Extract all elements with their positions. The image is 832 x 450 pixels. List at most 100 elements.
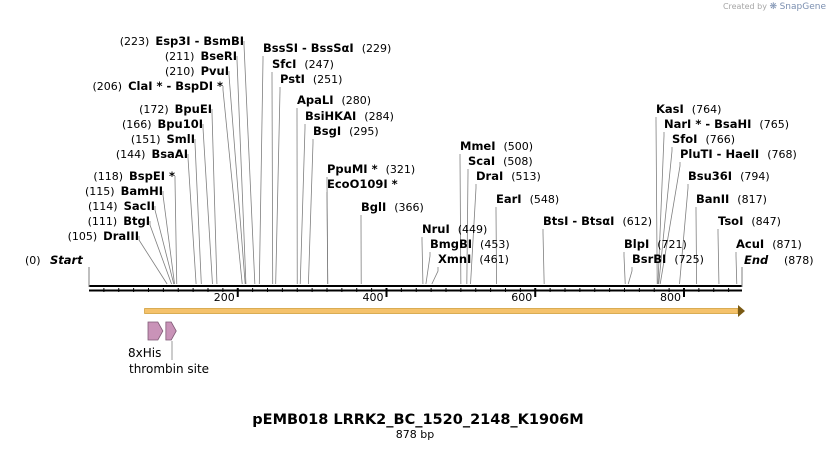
site-position-bseri: (211) — [165, 50, 195, 63]
site-name-bspei: BspEI * — [129, 169, 175, 183]
site-position-bsaai: (144) — [116, 148, 146, 161]
site-name-xmni: XmnI — [438, 252, 471, 266]
leader-line-sacii — [154, 206, 175, 285]
orf-bar — [144, 308, 739, 314]
tick-label-200: 200 — [214, 291, 235, 304]
site-name-eari: EarI — [496, 192, 522, 206]
leader-line-bpuei — [211, 109, 218, 285]
leader-line-btsi-bts-i — [542, 229, 545, 285]
site-name-acui: AcuI — [736, 237, 764, 251]
site-name-draiii: DraIII — [103, 229, 139, 243]
site-position-acui: (871) — [772, 238, 802, 251]
site-position-pluti-haeii: (768) — [767, 148, 797, 161]
site-name-mmei: MmeI — [460, 139, 496, 153]
site-name-tsoi: TsoI — [718, 214, 743, 228]
leader-line-bsaai — [187, 154, 197, 285]
site-position-psti: (251) — [313, 73, 343, 86]
leader-line-bsihkai — [299, 124, 306, 285]
site-position-blpi: (721) — [657, 238, 687, 251]
leader-line-bsrbi — [627, 267, 633, 285]
site-position-bpu10i: (166) — [122, 118, 152, 131]
site-position-kasi: (764) — [692, 103, 722, 116]
leader-line-tsoi — [717, 229, 720, 285]
site-name-sfci: SfcI — [272, 57, 296, 71]
start-position: (0) — [25, 254, 41, 267]
site-name-bsu36i: Bsu36I — [688, 169, 732, 183]
site-name-nari-bsahi: NarI * - BsaHI — [664, 117, 751, 131]
leader-line-bseri — [236, 56, 247, 285]
site-position-bspei: (118) — [93, 170, 123, 183]
leader-line-bamhi — [162, 191, 175, 285]
restriction-site-labels: DraIII (105) BtgI (111) SacII (114)BamHI (115)… — [68, 34, 802, 266]
feature-track — [147, 321, 177, 360]
leader-line-drai — [470, 184, 477, 285]
leader-line-psti — [275, 87, 281, 285]
leader-line-smli — [194, 139, 202, 285]
site-name-sacii: SacII — [124, 199, 155, 213]
site-name-apali: ApaLI — [297, 93, 334, 107]
plasmid-length: 878 bp — [396, 428, 434, 441]
site-position-pvui: (210) — [165, 65, 195, 78]
site-name-pvui: PvuI — [201, 64, 229, 78]
end-position: (878) — [784, 254, 814, 267]
site-name-nrui: NruI — [422, 222, 450, 236]
site-name-bseri: BseRI — [200, 49, 237, 63]
site-name-bsihkai: BsiHKAI — [305, 109, 356, 123]
site-position-btgi: (111) — [88, 215, 118, 228]
site-name-smli: SmlI — [167, 132, 196, 146]
leader-line-clai-bspdi — [222, 86, 243, 285]
site-position-banii: (817) — [737, 193, 767, 206]
site-name-bsssi-bsss-i: BssSI - BssSαI — [263, 41, 354, 55]
site-name-bpuei: BpuEI — [175, 102, 212, 116]
site-position-apali: (280) — [342, 94, 372, 107]
site-position-bsu36i: (794) — [740, 170, 770, 183]
site-position-bpuei: (172) — [139, 103, 169, 116]
site-name-bamhi: BamHI — [121, 184, 163, 198]
leader-line-sfoi — [658, 147, 673, 285]
leader-line-bsgi — [308, 139, 314, 285]
start-label: Start — [50, 253, 83, 267]
site-name-drai: DraI — [476, 169, 503, 183]
site-position-btsi-bts-i: (612) — [622, 215, 652, 228]
site-name-bsaai: BsaAI — [151, 147, 188, 161]
site-position-clai-bspdi: (206) — [93, 80, 123, 93]
site-position-nrui: (449) — [458, 223, 488, 236]
site-name-esp3i-bsmbi: Esp3I - BsmBI — [155, 34, 244, 48]
site-position-tsoi: (847) — [751, 215, 781, 228]
orf-arrow — [144, 305, 745, 317]
leader-line-eari — [495, 207, 497, 285]
leader-line-mmei — [459, 154, 462, 285]
leader-line-bmgbi — [425, 252, 431, 285]
site-position-drai: (513) — [511, 170, 541, 183]
credit-prefix: Created by — [722, 2, 767, 11]
site-position-bmgbi: (453) — [480, 238, 510, 251]
leader-line-bsu36i — [679, 184, 689, 285]
plasmid-title: pEMB018 LRRK2_BC_1520_2148_K1906M — [252, 412, 583, 428]
leader-line-banii — [695, 207, 698, 285]
scale-ticks: 200 400 600 800 — [103, 288, 730, 304]
site-position-ppumi: (321) — [386, 163, 416, 176]
site-position-sacii: (114) — [88, 200, 118, 213]
leader-line-nrui — [421, 237, 424, 285]
feature-label-8xhis: 8xHis — [128, 346, 161, 360]
leader-line-btgi — [149, 221, 172, 285]
end-label: End — [744, 253, 769, 267]
site-position-bsssi-bsss-i: (229) — [362, 42, 392, 55]
site-name-banii: BanII — [696, 192, 729, 206]
snapgene-credit: Created by ❋ SnapGene — [723, 2, 826, 12]
leader-line-acui — [735, 252, 738, 285]
site-position-esp3i-bsmbi: (223) — [120, 35, 150, 48]
leader-line-bsssi-bsss-i — [258, 56, 264, 285]
site-name-scai: ScaI — [468, 154, 495, 168]
site-position-sfci: (247) — [304, 58, 334, 71]
site-name-btgi: BtgI — [123, 214, 150, 228]
site-leader-lines — [138, 41, 738, 285]
leader-line-draiii — [138, 236, 168, 285]
leader-line-scai — [466, 169, 469, 285]
leader-line-xmni — [431, 267, 439, 285]
leader-line-nari-bsahi — [657, 132, 665, 285]
site-position-nari-bsahi: (765) — [759, 118, 789, 131]
site-position-bamhi: (115) — [85, 185, 115, 198]
site-position-eari: (548) — [530, 193, 560, 206]
